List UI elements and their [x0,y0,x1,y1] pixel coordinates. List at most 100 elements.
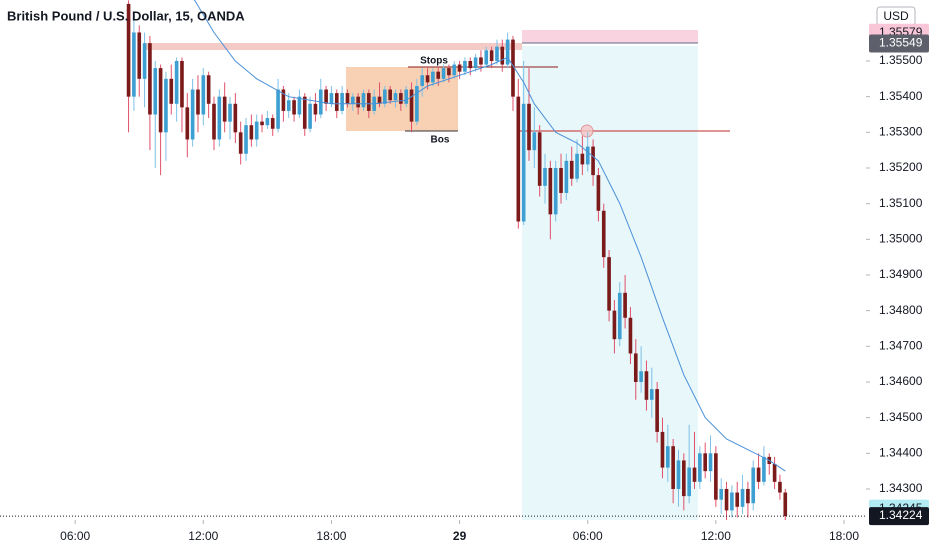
candle-body [393,93,398,101]
candle-body [329,93,334,104]
candle-body [340,93,344,111]
candle-body [270,118,275,129]
candle-body [527,103,531,151]
candle-body [468,60,473,69]
candle-body [206,75,211,104]
candle-body [132,32,136,97]
candle-body [569,160,574,179]
candle-body [505,39,510,65]
candle-body [746,488,750,504]
candle-body [254,121,259,140]
candle-body [249,125,254,140]
candle-body [548,167,553,215]
candle-body [260,121,264,126]
candle-body [238,132,243,154]
supply-band [145,43,522,50]
candle-body [596,175,601,211]
candle-body [719,488,724,500]
candle-body [228,103,232,122]
candle-body [361,93,366,108]
candle-body [174,60,179,104]
candle-body [665,446,670,468]
candle-body [762,456,766,482]
candle-body [553,167,558,215]
candle-body [783,492,788,517]
candle-body [714,453,718,500]
candle-body [356,96,360,108]
candle-body [473,57,478,69]
candle-body [628,317,633,354]
candle-body [180,60,184,108]
candle-body [308,103,312,129]
candle-body [463,60,467,72]
candle-body [585,146,590,165]
candle-body [692,467,697,482]
x-tick-label: 12:00 [188,529,218,543]
candle-body [185,107,190,140]
candle-body [212,103,216,140]
candle-body [778,481,782,493]
candle-body [345,93,350,104]
candle-body [649,389,654,400]
annotation: Bos [431,135,450,146]
y-tick-label: 1.35300 [879,124,923,138]
candle-body [623,292,627,318]
candle-body [740,488,745,507]
candle-body [265,118,270,126]
price-badge [869,507,929,526]
candle-body [367,93,371,111]
y-tick-label: 1.35100 [879,196,923,210]
x-tick-label: 06:00 [573,529,603,543]
candle-body [580,153,585,165]
candle-body [543,167,547,186]
y-tick-label: 1.34900 [879,267,923,281]
candle-body [158,68,163,133]
x-tick-label: 18:00 [316,529,346,543]
candle-body [302,96,307,129]
currency: USD [883,9,909,23]
y-tick-label: 1.34600 [879,374,923,388]
y-tick-label: 1.34400 [879,445,923,459]
y-tick-label: 1.34800 [879,303,923,317]
x-tick-label: 29 [453,529,467,543]
candle-body [484,50,489,65]
x-tick-label: 12:00 [701,529,731,543]
candle-body [537,132,542,186]
candle-body [148,43,152,115]
candle-body [415,85,419,122]
y-tick-label: 1.35500 [879,53,923,67]
candle-body [532,132,537,151]
candle-body [409,89,414,122]
candle-body [383,89,387,104]
y-tick-label: 1.35200 [879,160,923,174]
candle-body [126,3,131,97]
x-tick-label: 06:00 [60,529,90,543]
candle-body [457,64,462,72]
candle-body [617,292,622,340]
candle-body [142,43,147,79]
candle-body [404,89,409,104]
candle-body [190,89,195,140]
candle-body [564,160,569,193]
overlay: Stops Bos British Pound / U.S. Dollar, 1… [0,6,929,543]
candle-body [660,431,665,468]
candle-body [575,153,579,179]
candle-body [676,460,681,489]
moving-average [193,0,786,472]
y-tick-label: 1.35000 [879,231,923,245]
candle-body [489,50,494,61]
candle-body [153,68,158,115]
candle-body [521,103,526,222]
candle-body [169,78,174,104]
candle-body [698,453,702,482]
chart-title: British Pound / U.S. Dollar, 15, OANDA [7,8,245,23]
candle-body [479,57,483,65]
candle-body [751,467,756,504]
candle-body [772,464,777,482]
candle-body [233,103,238,133]
price-badge-label: 1.35549 [879,36,923,50]
candle-body [687,467,691,497]
candle-body [297,96,302,115]
